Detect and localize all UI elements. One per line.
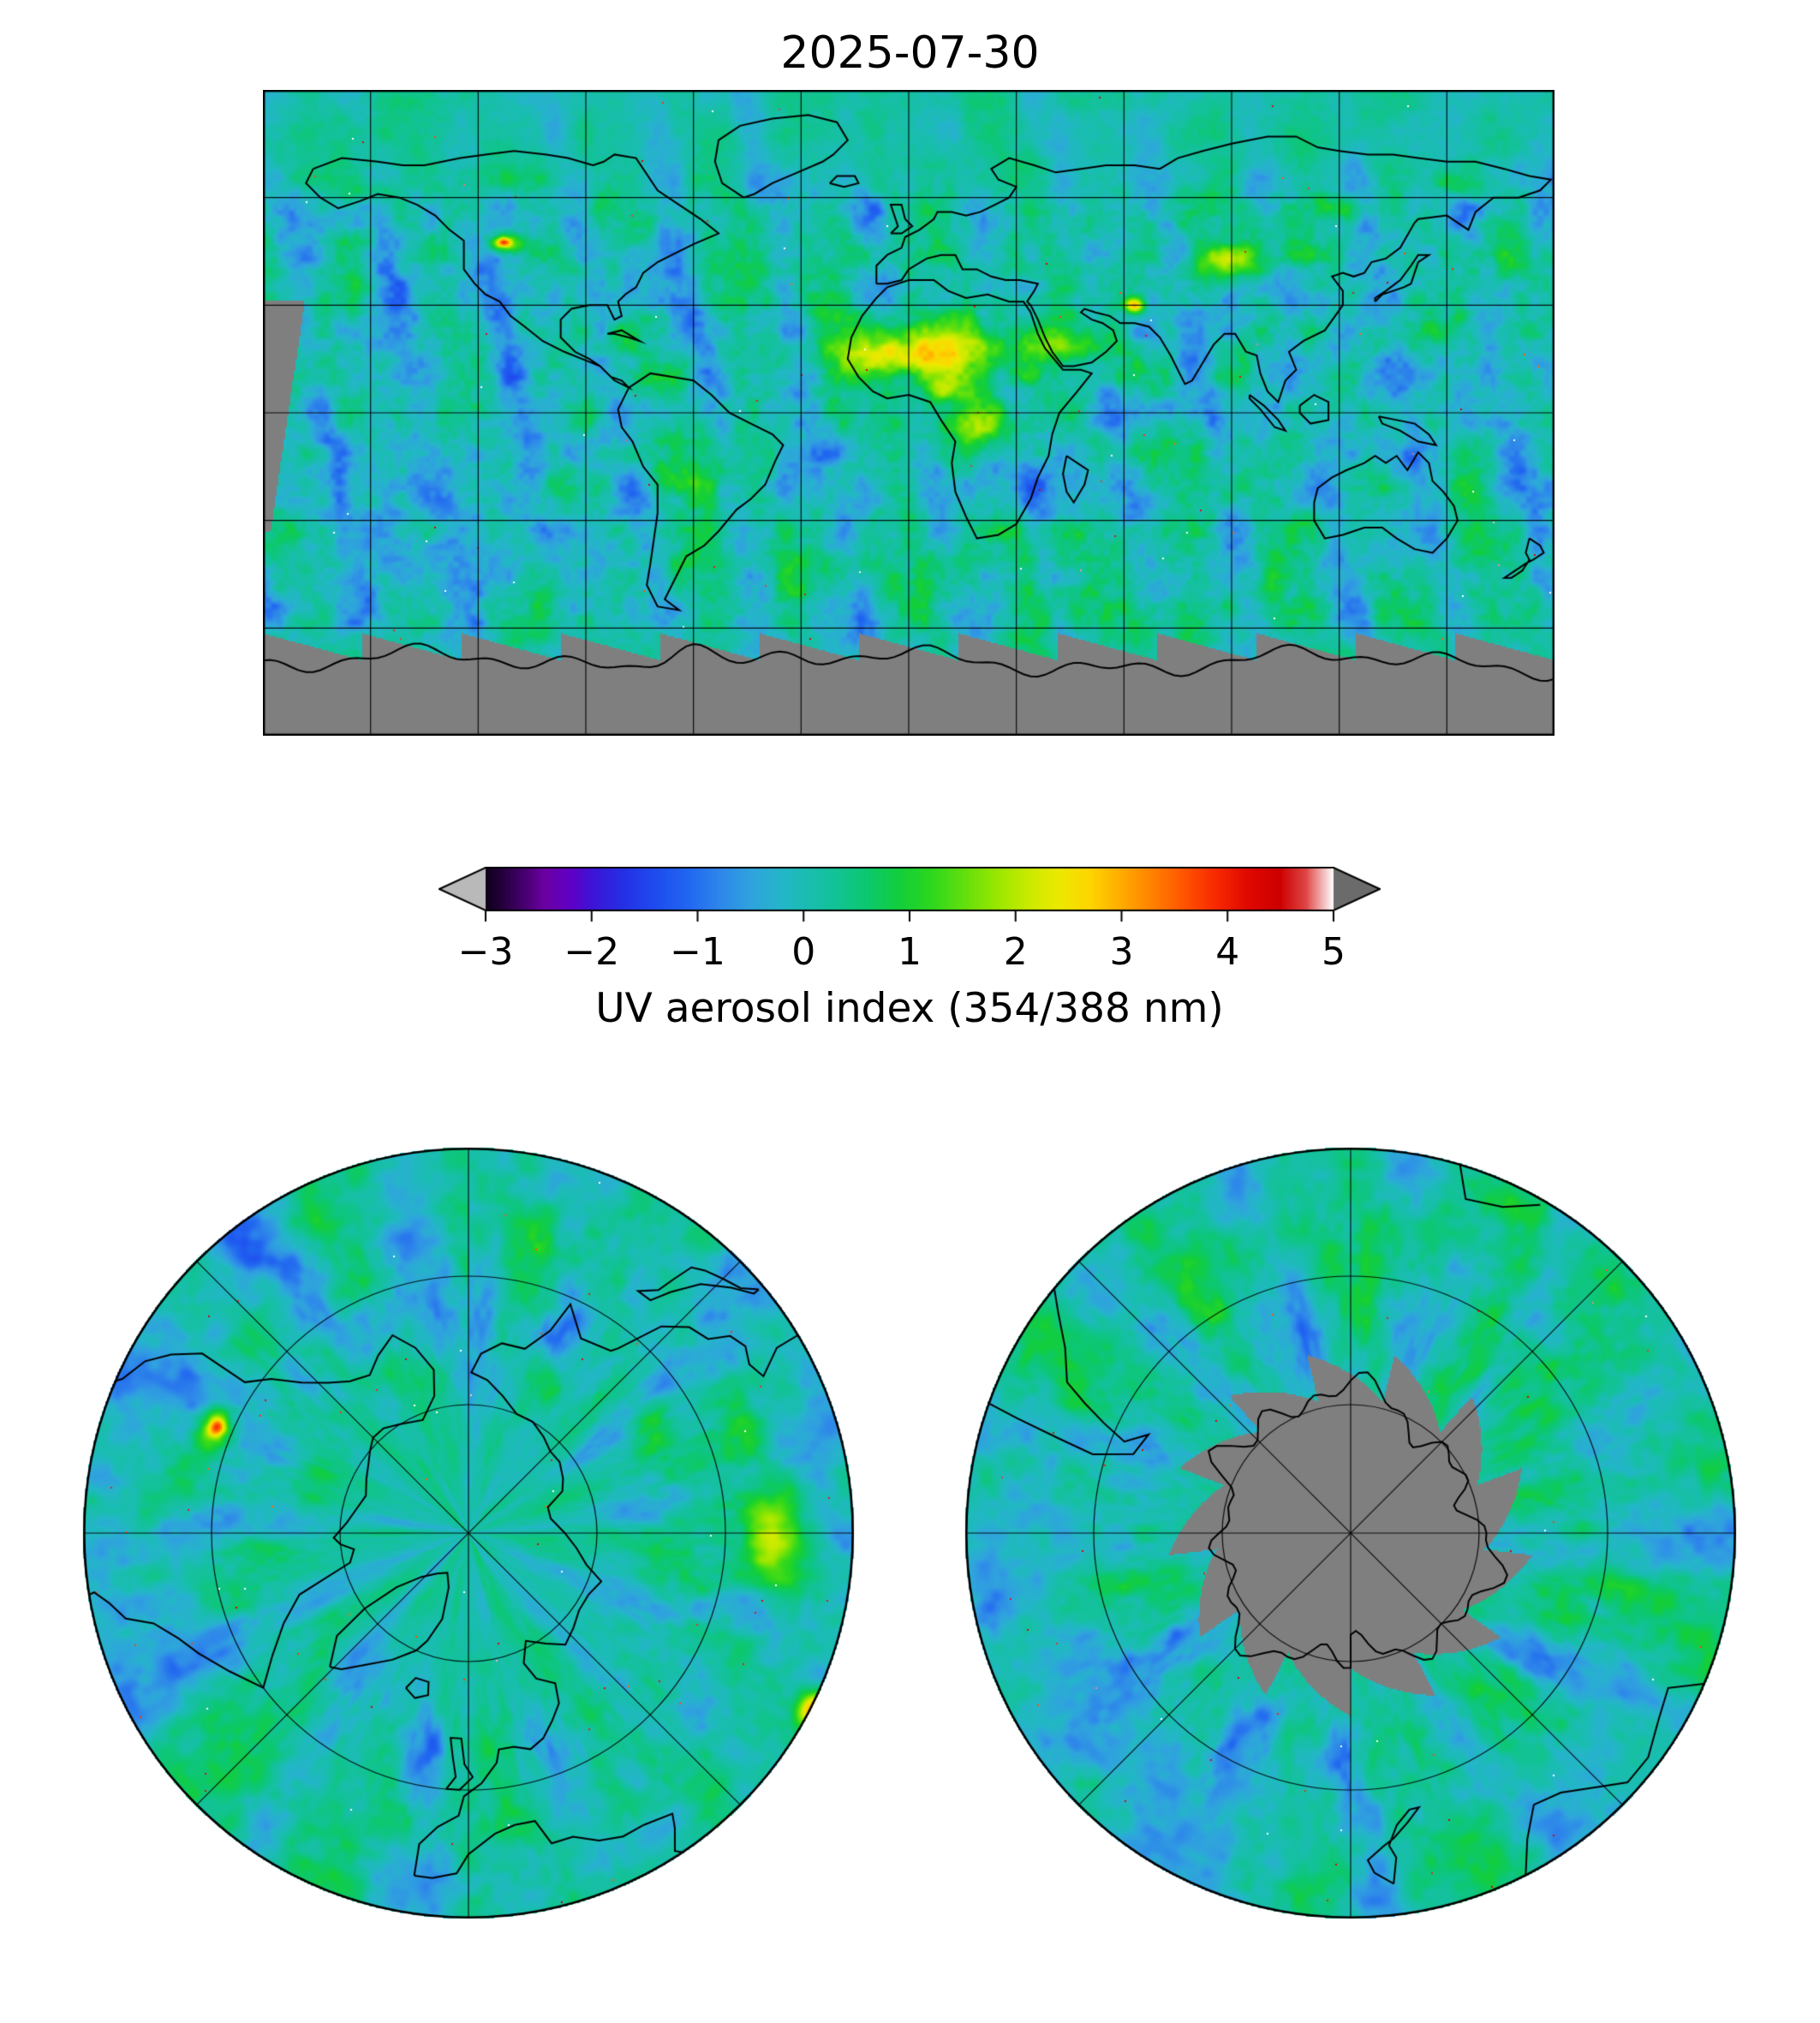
colorbar-canvas	[439, 867, 1381, 923]
figure-title: 2025-07-30	[780, 27, 1040, 79]
north-polar-map-canvas	[75, 1139, 862, 1927]
colorbar-tick: 4	[1215, 930, 1240, 974]
colorbar-tick: 3	[1109, 930, 1134, 974]
global-map-panel	[263, 90, 1554, 736]
colorbar-panel: −3 −2 −1 0 1 2 3 4 5 UV aerosol index (354/388 n…	[439, 867, 1381, 1038]
colorbar-tick: 2	[1003, 930, 1028, 974]
colorbar-tick: 0	[791, 930, 816, 974]
global-map-canvas	[263, 90, 1554, 736]
colorbar-ticks: −3 −2 −1 0 1 2 3 4 5	[439, 930, 1381, 978]
colorbar-tick: −2	[564, 930, 620, 974]
colorbar-tick: −1	[670, 930, 725, 974]
colorbar-tick: −3	[457, 930, 514, 974]
colorbar-tick: 1	[898, 930, 922, 974]
colorbar-tick: 5	[1322, 930, 1346, 974]
south-polar-map-canvas	[957, 1139, 1745, 1927]
colorbar-label: UV aerosol index (354/388 nm)	[595, 985, 1224, 1032]
